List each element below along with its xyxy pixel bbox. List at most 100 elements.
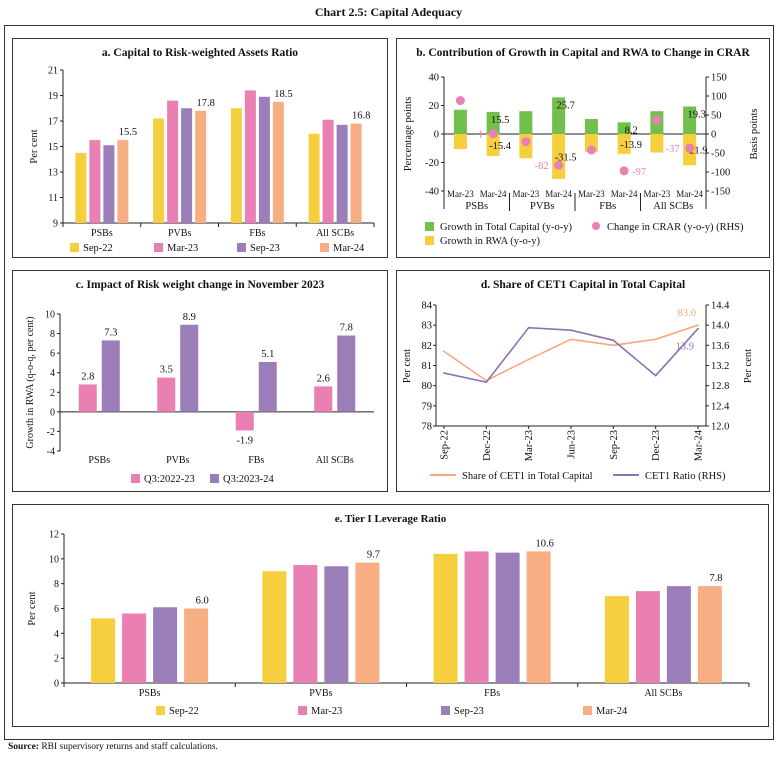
y-tick-label: 8 — [54, 579, 59, 590]
y2-tick-label: -100 — [711, 168, 730, 179]
y-tick-label: 4 — [50, 368, 55, 379]
legend-swatch — [131, 474, 140, 483]
bar — [184, 608, 209, 683]
data-point — [527, 358, 530, 361]
legend-swatch — [210, 474, 219, 483]
y-tick-label: 21 — [48, 66, 58, 77]
legend-label: Sep-23 — [454, 706, 484, 717]
y-tick-label: 79 — [422, 401, 433, 412]
y-axis-label: Per cent — [402, 349, 413, 383]
y2-tick-label: 14.4 — [711, 301, 730, 312]
data-label: 19.3 — [687, 109, 705, 120]
data-point — [443, 372, 445, 374]
bar — [683, 106, 697, 134]
legend-label: Sep-22 — [83, 243, 113, 254]
y-tick-label: 0 — [434, 130, 439, 141]
bar — [453, 109, 467, 134]
y-tick-label: 20 — [429, 101, 440, 112]
panel-leverage: e. Tier I Leverage Ratio 0 2 4 6 8 10 12 Per cen… — [12, 504, 769, 727]
legend-label: CET1 Ratio (RHS) — [645, 471, 726, 482]
y-axis-label: Percentage points — [403, 97, 414, 171]
crar-point — [586, 145, 596, 155]
legend-label: Share of CET1 in Total Capital — [462, 471, 593, 482]
y2-tick-label: 13.6 — [711, 341, 729, 352]
y2-axis-label: Basis points — [749, 108, 760, 159]
bar — [635, 591, 660, 683]
crar-point — [455, 96, 465, 106]
bar — [453, 134, 467, 149]
data-label: -13.9 — [620, 140, 642, 151]
legend-label: Growth in Total Capital (y-o-y) — [440, 222, 573, 233]
bar — [157, 377, 176, 412]
crar-label: -37 — [666, 144, 680, 155]
data-label: 7.8 — [340, 323, 353, 334]
y-tick-label: 81 — [422, 361, 433, 372]
chart-title: c. Impact of Risk weight change in Novem… — [76, 279, 325, 291]
cet1-chart: d. Share of CET1 Capital in Total Capita… — [402, 279, 754, 482]
bar — [235, 411, 254, 431]
crar-point — [521, 137, 531, 147]
y-tick-label: 82 — [422, 341, 433, 352]
y-tick-label: -2 — [47, 427, 55, 438]
data-label: 3.5 — [160, 365, 173, 376]
legend-label: Sep-23 — [250, 243, 280, 254]
bar — [314, 386, 333, 412]
y2-tick-label: 12.0 — [711, 422, 729, 433]
bar — [89, 140, 101, 223]
y-tick-label: -4 — [47, 447, 55, 458]
period-label: Mar-23 — [512, 189, 539, 199]
data-point — [654, 374, 657, 377]
y-axis-label: Per cent — [29, 129, 40, 163]
y2-tick-label: -150 — [711, 187, 730, 198]
bar — [103, 145, 115, 223]
bar — [91, 618, 116, 683]
chart-title: b. Contribution of Growth in Capital and… — [416, 47, 750, 59]
y-tick-label: 12 — [49, 530, 59, 541]
data-point — [612, 339, 615, 342]
bar — [272, 101, 284, 223]
data-label: 7.8 — [709, 573, 722, 584]
crar-label: -82 — [535, 161, 549, 172]
y2-tick-label: 0 — [711, 130, 716, 141]
bar — [180, 324, 199, 412]
category-label: FBs — [249, 228, 265, 239]
x-tick-label: Mar-23 — [524, 430, 535, 461]
bar — [495, 552, 520, 683]
series-line — [443, 326, 699, 384]
data-point — [697, 327, 699, 330]
crar-label: 1 — [478, 130, 483, 141]
crar-chart: a. Capital to Risk-weighted Assets Ratio… — [29, 47, 375, 254]
period-label: Mar-24 — [611, 189, 638, 199]
category-label: PSBs — [88, 455, 110, 466]
legend-label: Q3:2022-23 — [144, 474, 195, 485]
bar — [322, 119, 334, 223]
y-tick-label: 0 — [50, 407, 55, 418]
data-label: 7.3 — [104, 327, 117, 338]
y-tick-label: 10 — [49, 554, 59, 565]
bar — [355, 562, 380, 683]
legend-swatch — [298, 706, 307, 715]
panel-risk-weight: c. Impact of Risk weight change in Novem… — [12, 270, 388, 492]
y-tick-label: 10 — [45, 310, 55, 321]
data-label: 5.1 — [261, 349, 274, 360]
bar — [519, 111, 533, 134]
bar — [350, 123, 362, 223]
y-tick-label: 6 — [50, 349, 55, 360]
x-tick-label: Dec-22 — [482, 430, 493, 461]
category-label: PVBs — [309, 688, 332, 699]
category-label: All SCBs — [316, 455, 354, 466]
category-label: PSBs — [139, 688, 161, 699]
source-note: Source: RBI supervisory returns and staf… — [8, 742, 218, 752]
y2-tick-label: 13.2 — [711, 361, 729, 372]
crar-point — [652, 115, 662, 125]
source-text: RBI supervisory returns and staff calcul… — [38, 742, 218, 752]
y-tick-label: 19 — [48, 91, 58, 102]
legend-label: Growth in RWA (y-o-y) — [440, 236, 541, 247]
x-tick-label: Jun-23 — [567, 430, 578, 459]
period-label: Mar-23 — [447, 189, 474, 199]
data-label: -15.4 — [489, 141, 512, 152]
data-label: 15.5 — [119, 127, 137, 138]
data-label: 25.7 — [556, 100, 574, 111]
source-label: Source: — [8, 742, 39, 752]
y-axis-label: Growth in RWA (q-o-q, per cent) — [25, 316, 36, 448]
